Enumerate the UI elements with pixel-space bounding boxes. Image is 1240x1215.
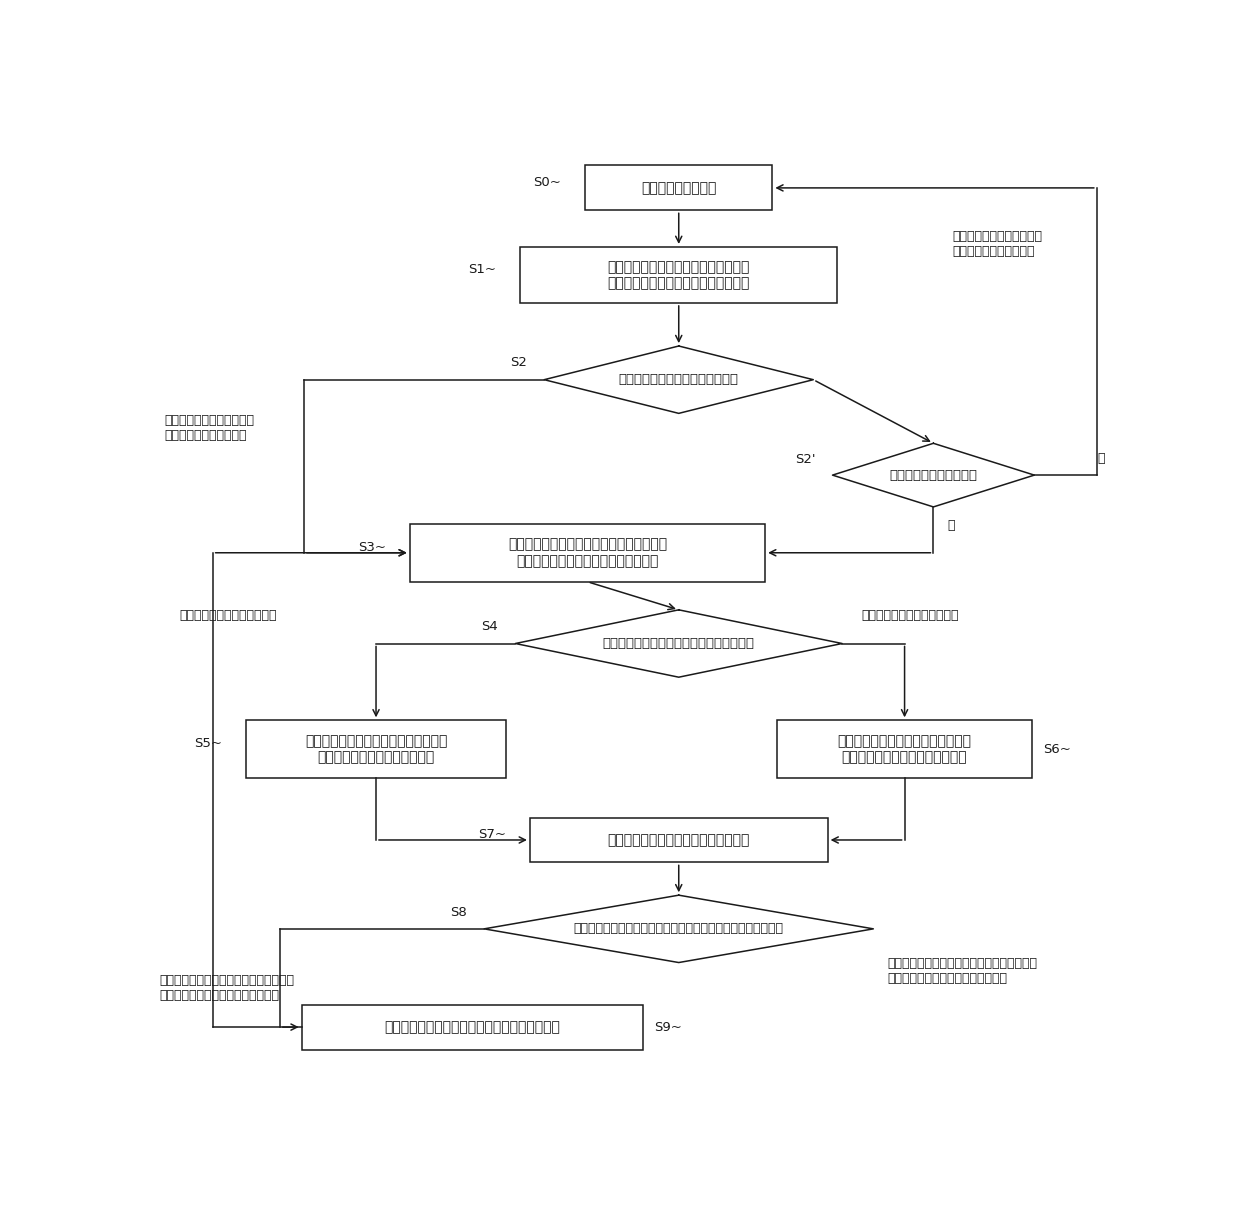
Text: 检测高度调整后的所述空气弹簧的高度: 检测高度调整后的所述空气弹簧的高度 [608, 833, 750, 847]
Text: 增加所述空气弹簧的高度，并记录高度
增加后所述空气弹簧的压强数据: 增加所述空气弹簧的高度，并记录高度 增加后所述空气弹簧的压强数据 [305, 734, 448, 764]
Text: 调整后高度大于第二预设高度: 调整后高度大于第二预设高度 [179, 609, 277, 622]
Text: S6~: S6~ [1043, 742, 1071, 756]
FancyBboxPatch shape [521, 247, 837, 303]
Polygon shape [516, 610, 842, 677]
FancyBboxPatch shape [777, 720, 1032, 779]
Text: 将高度调整后得到的所述空气弹簧的高度与第二预设高度相比较: 将高度调整后得到的所述空气弹簧的高度与第二预设高度相比较 [574, 922, 784, 936]
Text: 将当前高度与第一预设高度相比较: 将当前高度与第一预设高度相比较 [619, 373, 739, 386]
Text: S7~: S7~ [477, 827, 506, 841]
Polygon shape [544, 346, 813, 413]
FancyBboxPatch shape [529, 818, 828, 863]
Text: S4: S4 [481, 620, 498, 633]
Text: S3~: S3~ [357, 541, 386, 554]
Text: S1~: S1~ [469, 262, 496, 276]
Polygon shape [832, 443, 1034, 507]
Text: 判断是否有高度调节指令: 判断是否有高度调节指令 [889, 469, 977, 481]
Text: S9~: S9~ [655, 1021, 682, 1034]
Text: 将得到的调整后高度与第二预设高度相比较: 将得到的调整后高度与第二预设高度相比较 [603, 637, 755, 650]
FancyBboxPatch shape [247, 720, 506, 779]
Text: S5~: S5~ [195, 738, 222, 750]
Text: 调整后高度小于第二预设高度: 调整后高度小于第二预设高度 [862, 609, 959, 622]
Text: 高度调整后得到的所述空气弹簧的高度与
第二预设高度的差值超出预设高度差: 高度调整后得到的所述空气弹簧的高度与 第二预设高度的差值超出预设高度差 [160, 973, 295, 1002]
Text: 当前高度与第一预设高度的
差值在预设高度差范围内: 当前高度与第一预设高度的 差值在预设高度差范围内 [952, 230, 1043, 258]
Text: 检测空气弹簧的当前压强和当前高度，
记录当前压强数据并输出当前高度数据: 检测空气弹簧的当前压强和当前高度， 记录当前压强数据并输出当前高度数据 [608, 260, 750, 290]
Text: 高度调整后得到的所述空气弹簧的高度与第二
预设高度的差值处于预设高度差范围: 高度调整后得到的所述空气弹簧的高度与第二 预设高度的差值处于预设高度差范围 [888, 957, 1038, 985]
Text: 降低所述空气弹簧的高度，并记录高
度降低后所述空气弹簧的压强数据: 降低所述空气弹簧的高度，并记录高 度降低后所述空气弹簧的压强数据 [837, 734, 972, 764]
Text: 否: 否 [1097, 452, 1105, 465]
Text: 判断电磁阀是否闭合: 判断电磁阀是否闭合 [641, 181, 717, 194]
FancyBboxPatch shape [409, 524, 765, 582]
Polygon shape [484, 895, 873, 962]
FancyBboxPatch shape [585, 165, 773, 210]
Text: 当前高度与第一预设高度的
差值超出预设高度差范围: 当前高度与第一预设高度的 差值超出预设高度差范围 [165, 414, 254, 442]
Text: S2': S2' [795, 453, 815, 465]
Text: 增加至少一步调整步数以继续调整空气弹簧高度: 增加至少一步调整步数以继续调整空气弹簧高度 [384, 1021, 560, 1034]
Text: 根据接收到的高度调整指令计算高度调整步
长，按照调整步长调整空气弹簧的高度: 根据接收到的高度调整指令计算高度调整步 长，按照调整步长调整空气弹簧的高度 [508, 538, 667, 567]
Text: S8: S8 [450, 905, 466, 919]
Text: S0~: S0~ [533, 176, 560, 188]
FancyBboxPatch shape [301, 1005, 642, 1050]
Text: S2: S2 [510, 356, 527, 369]
Text: 是: 是 [947, 519, 955, 532]
